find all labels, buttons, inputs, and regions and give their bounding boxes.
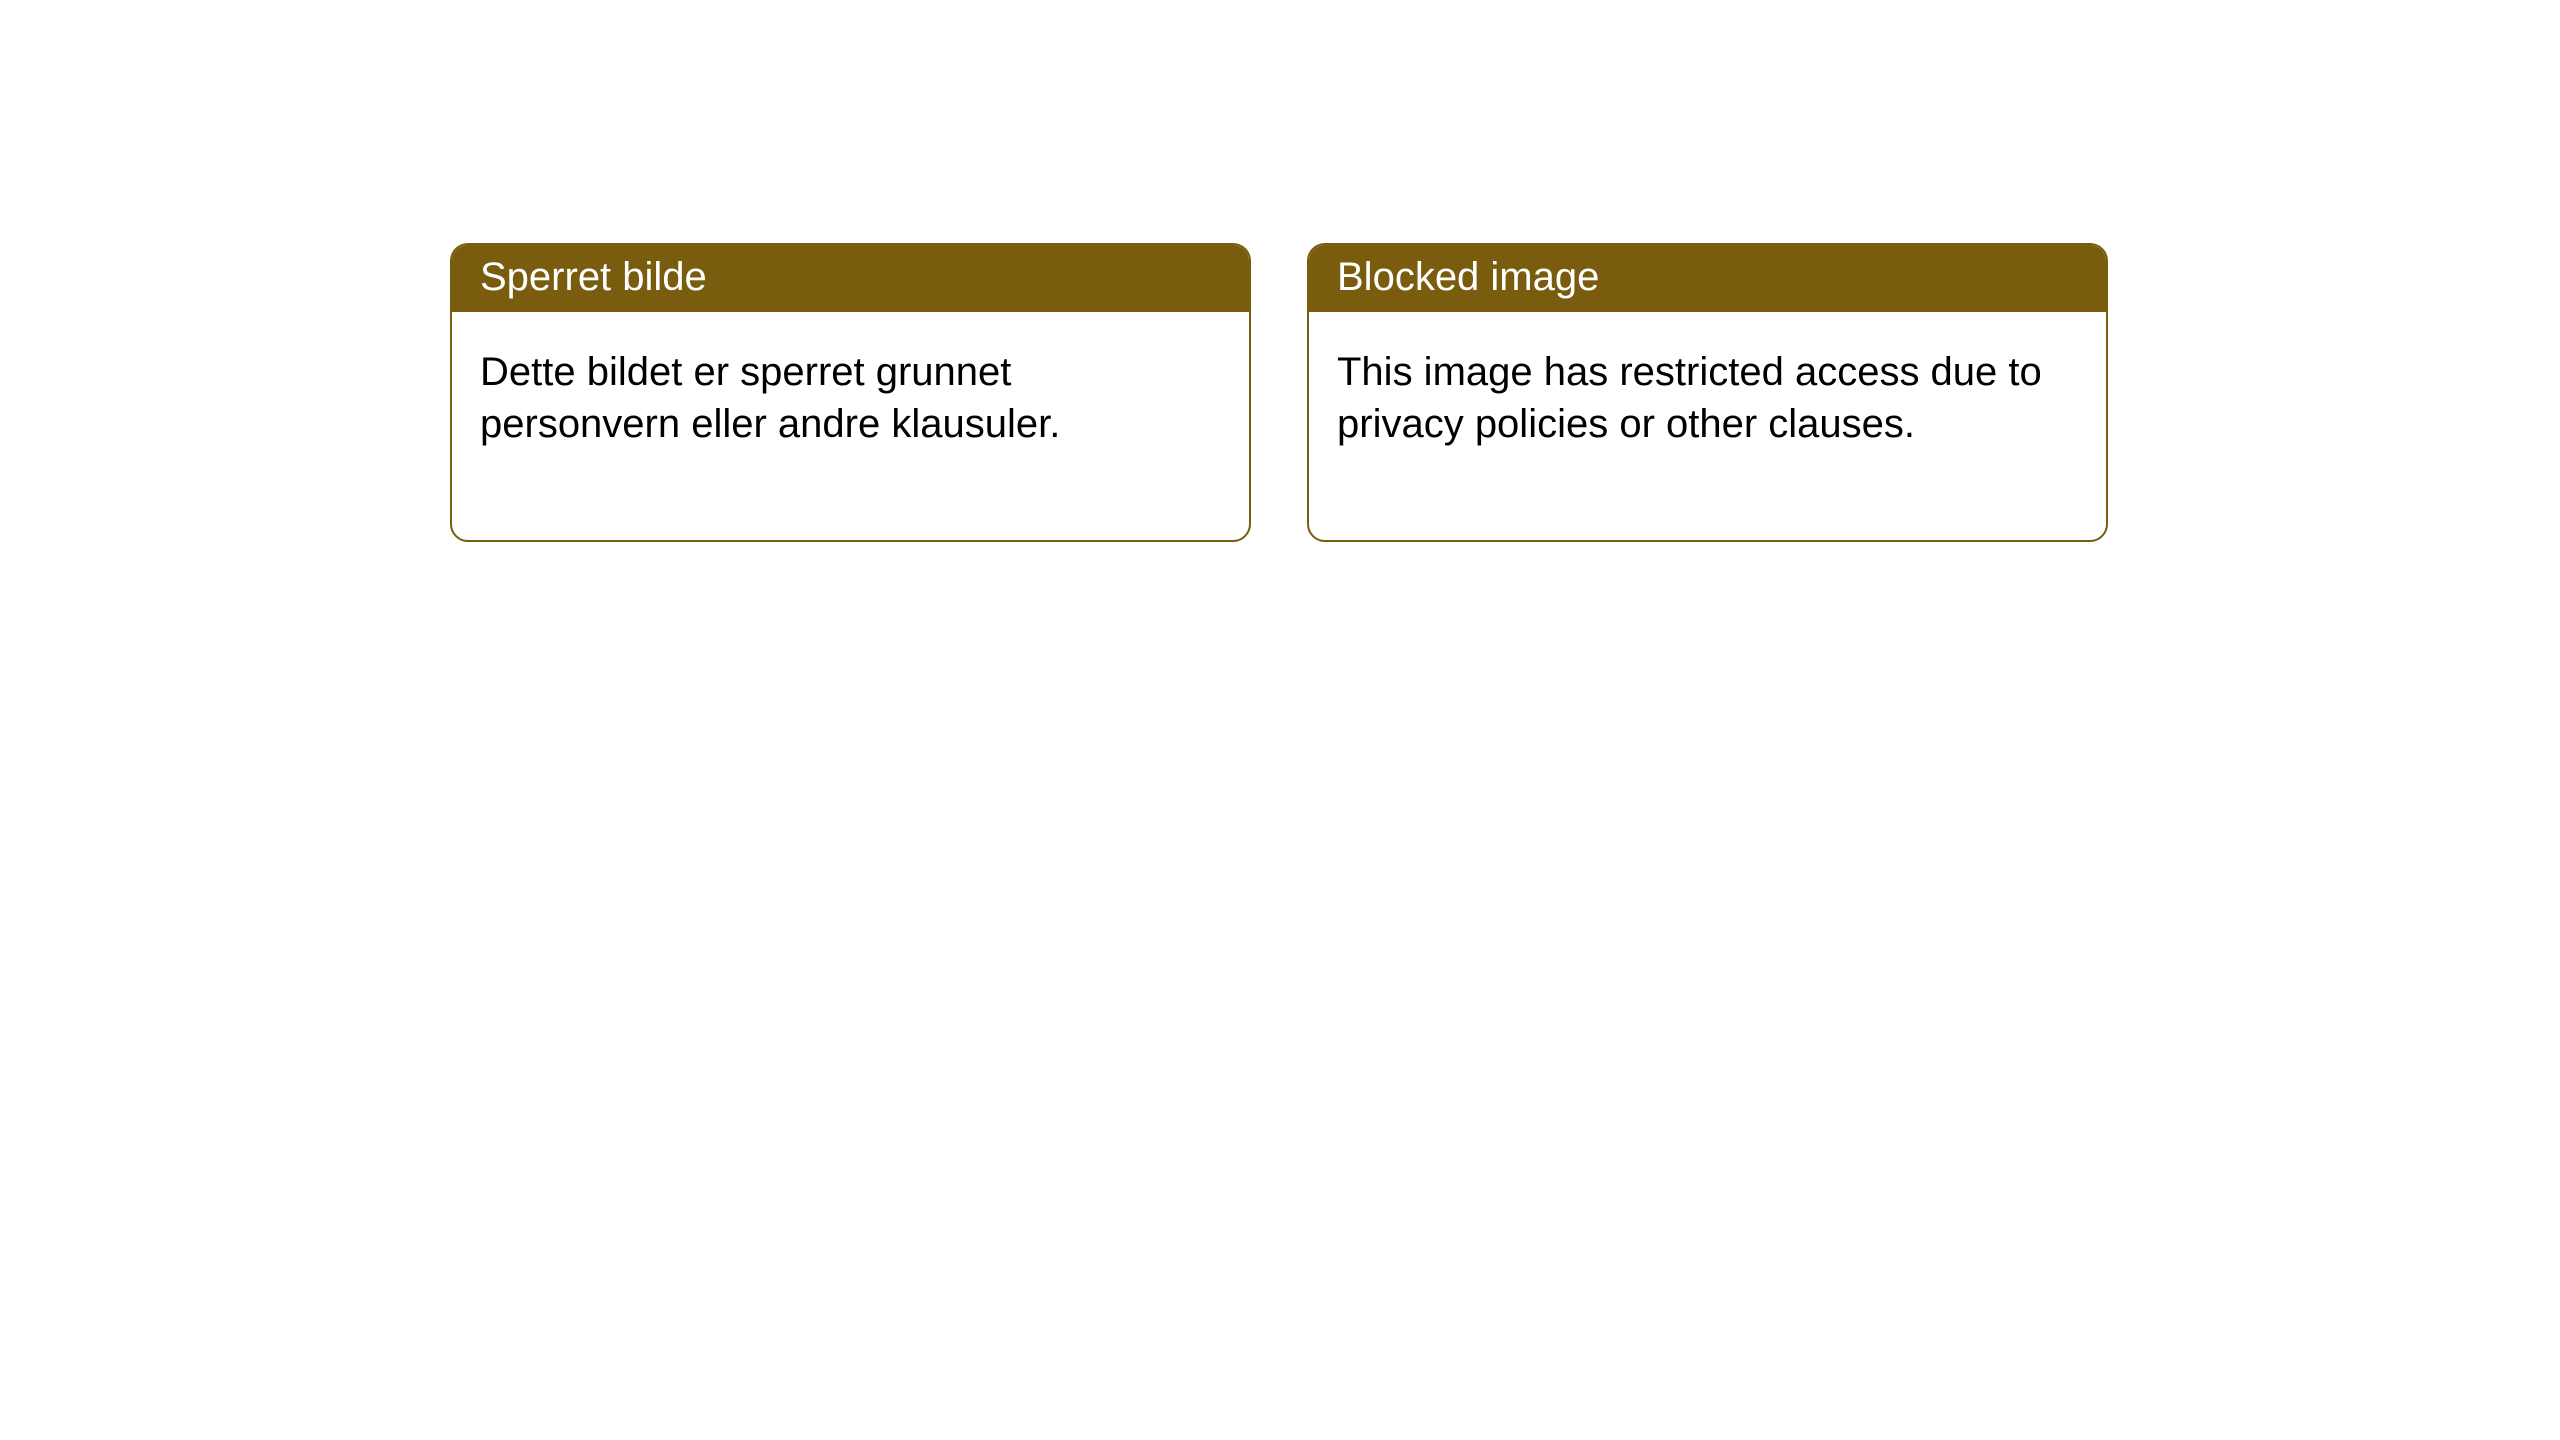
card-body: Dette bildet er sperret grunnet personve…	[452, 312, 1249, 540]
card-message: Dette bildet er sperret grunnet personve…	[480, 350, 1060, 446]
card-title: Blocked image	[1337, 255, 1599, 299]
blocked-image-card-english: Blocked image This image has restricted …	[1307, 243, 2108, 542]
notice-cards-container: Sperret bilde Dette bildet er sperret gr…	[450, 243, 2108, 542]
card-message: This image has restricted access due to …	[1337, 350, 2042, 446]
blocked-image-card-norwegian: Sperret bilde Dette bildet er sperret gr…	[450, 243, 1251, 542]
card-title: Sperret bilde	[480, 255, 707, 299]
card-header: Blocked image	[1309, 245, 2106, 312]
card-body: This image has restricted access due to …	[1309, 312, 2106, 540]
card-header: Sperret bilde	[452, 245, 1249, 312]
